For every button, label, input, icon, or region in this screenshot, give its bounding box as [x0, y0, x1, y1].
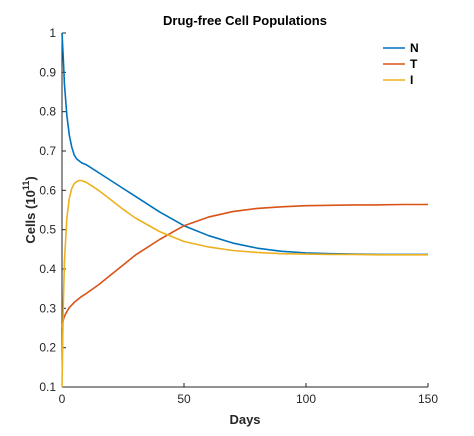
y-tick-label: 0.6	[39, 183, 56, 197]
legend-label-t: T	[410, 57, 418, 71]
y-tick-label: 0.4	[39, 262, 56, 276]
legend-label-n: N	[410, 41, 419, 55]
x-tick-label: 100	[296, 392, 316, 406]
series-line-n	[61, 32, 428, 256]
y-tick-label: 0.7	[39, 144, 56, 158]
x-tick-label: 150	[418, 392, 438, 406]
legend-label-i: I	[410, 73, 413, 87]
y-tick-label: 0.5	[39, 223, 56, 237]
y-tick-label: 0.8	[39, 105, 56, 119]
y-tick-label: 0.3	[39, 301, 56, 315]
chart-title: Drug-free Cell Populations	[163, 13, 327, 28]
y-axis-label-end: )	[23, 176, 38, 180]
series-line-t	[61, 203, 428, 329]
series-lines	[61, 32, 428, 388]
legend: NTI	[383, 41, 419, 87]
y-tick-label: 0.2	[39, 341, 56, 355]
y-axis-label: Cells (1011)	[21, 176, 38, 243]
series-line-i	[61, 179, 428, 388]
x-axis-label: Days	[229, 412, 260, 427]
y-tick-label: 0.9	[39, 65, 56, 79]
y-axis-label-superscript: 11	[21, 181, 31, 191]
x-ticks: 0 50 100 150	[59, 383, 438, 406]
x-tick-label: 50	[177, 392, 191, 406]
x-tick-label: 0	[59, 392, 66, 406]
y-axis-label-main: Cells (10	[23, 190, 38, 243]
y-tick-label: 1	[49, 26, 56, 40]
y-tick-label: 0.1	[39, 380, 56, 394]
